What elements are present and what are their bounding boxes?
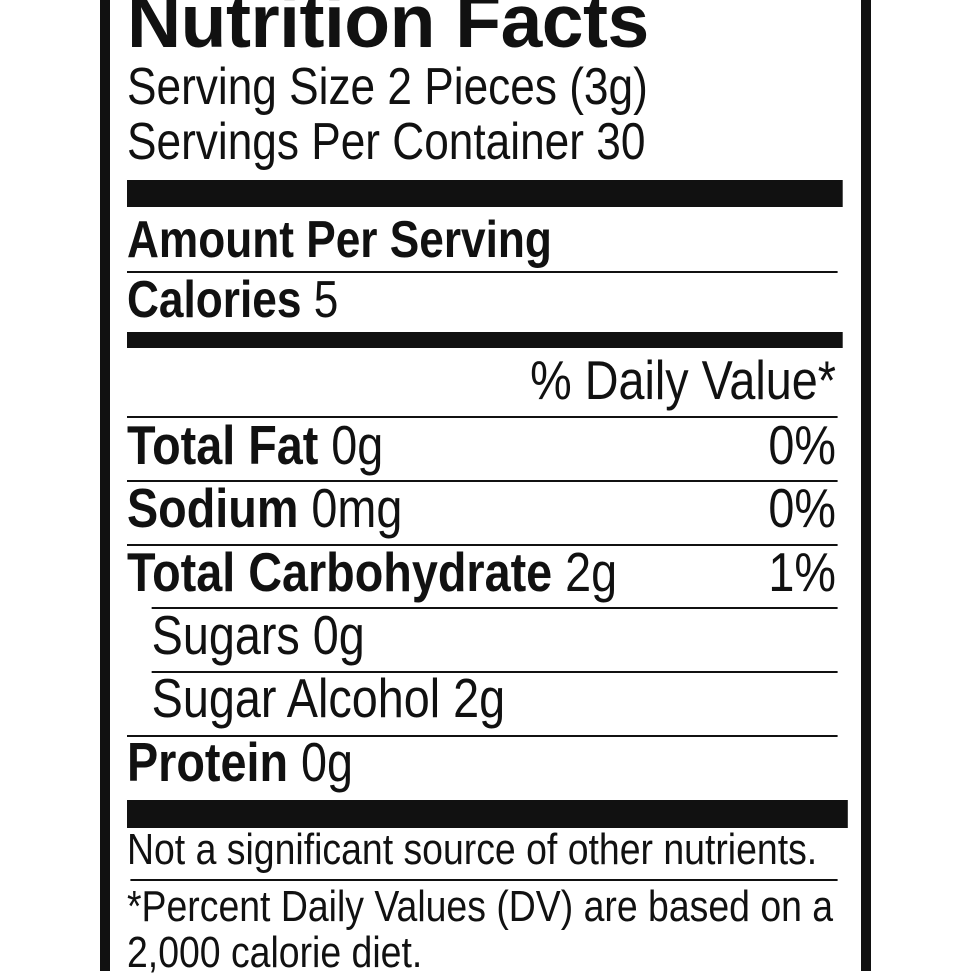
- divider: [127, 416, 838, 418]
- divider: [151, 607, 838, 609]
- divider: [127, 271, 838, 273]
- serving-size: Serving Size 2 Pieces (3g): [127, 58, 648, 116]
- divider: [127, 480, 838, 482]
- daily-value-header: % Daily Value*: [530, 349, 836, 411]
- label-title: Nutrition Facts: [127, 0, 649, 63]
- nutrient-name: Sodium: [127, 477, 299, 539]
- divider: [130, 879, 838, 881]
- divider: [151, 671, 838, 673]
- nutrient-row-total-fat: Total Fat 0g: [127, 418, 383, 473]
- amount-per-serving: Amount Per Serving: [127, 211, 552, 269]
- nutrient-dv: 1%: [768, 541, 836, 603]
- nutrient-name: Total Fat: [127, 414, 319, 476]
- nutrient-amount: 0mg: [311, 477, 403, 539]
- footnote-not-significant: Not a significant source of other nutrie…: [127, 825, 818, 874]
- nutrient-dv: 0%: [768, 414, 836, 476]
- thick-divider: [127, 800, 848, 828]
- nutrient-amount: 2g: [565, 541, 618, 603]
- label-border-right: [861, 0, 871, 971]
- nutrient-row-total-carbohydrate: Total Carbohydrate 2g: [127, 545, 617, 600]
- divider: [127, 735, 838, 737]
- label-border-left: [100, 0, 110, 971]
- nutrient-row-sodium: Sodium 0mg: [127, 481, 402, 536]
- calories-value: 5: [313, 271, 339, 329]
- nutrient-amount: 0g: [331, 414, 384, 476]
- nutrient-name: Total Carbohydrate: [127, 541, 553, 603]
- thick-divider: [127, 180, 843, 207]
- calories-label: Calories: [127, 271, 302, 329]
- medium-divider: [127, 332, 843, 348]
- nutrient-row-protein: Protein 0g: [127, 735, 353, 790]
- servings-per-container: Servings Per Container 30: [127, 113, 646, 171]
- nutrient-amount: 0g: [301, 731, 354, 793]
- nutrient-name: Protein: [127, 731, 289, 793]
- nutrient-row-sugars: Sugars 0g: [151, 604, 365, 666]
- nutrient-dv: 0%: [768, 477, 836, 539]
- nutrient-row-sugar-alcohol: Sugar Alcohol 2g: [151, 667, 506, 729]
- footnote-daily-values: *Percent Daily Values (DV) are based on …: [127, 882, 834, 931]
- nutrition-label: Serving Size 2 Pieces (3g) Servings Per …: [127, 0, 848, 975]
- divider: [127, 544, 838, 546]
- footnote-calorie-diet: 2,000 calorie diet.: [127, 928, 423, 977]
- calories-row: Calories 5: [127, 274, 338, 326]
